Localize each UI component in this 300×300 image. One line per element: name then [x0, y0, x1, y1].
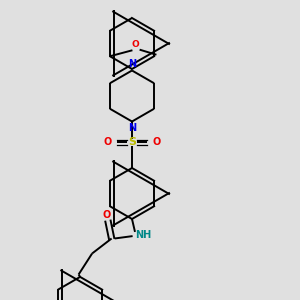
Text: NH: NH	[136, 230, 152, 241]
Text: O: O	[131, 40, 139, 49]
Text: O: O	[102, 210, 111, 220]
Text: S: S	[128, 137, 136, 148]
Text: N: N	[128, 123, 136, 133]
Text: O: O	[152, 137, 160, 148]
Text: O: O	[104, 137, 112, 148]
Text: N: N	[128, 59, 136, 69]
